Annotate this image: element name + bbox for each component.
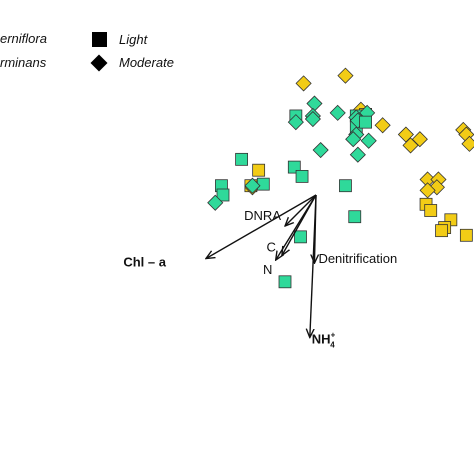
scatter-point: [459, 228, 473, 242]
scatter-point: [278, 275, 292, 289]
scatter-point: [306, 95, 323, 112]
scatter-point: [329, 104, 346, 121]
scatter-point: [294, 230, 307, 244]
scatter-point: [244, 177, 261, 194]
scatter-point: [235, 152, 249, 166]
scatter-point: [295, 169, 309, 183]
legend-square-icon: [92, 32, 107, 47]
vector-label: Chl – a: [123, 255, 166, 270]
vector-label: NH+ 4: [312, 331, 336, 350]
scatter-point: [419, 182, 436, 199]
vector-label-sup: +: [331, 331, 336, 340]
scatter-point: [252, 163, 266, 177]
scatter-point: [461, 135, 474, 152]
scatter-point: [312, 141, 329, 159]
vector-arrow: [310, 194, 317, 338]
vector-label: DNRA: [244, 208, 281, 223]
scatter-point: [359, 115, 373, 129]
legend-light-label-1: Moderate: [119, 55, 174, 70]
legend-light-label-0: Light: [119, 32, 149, 47]
scatter-point: [304, 110, 321, 128]
scatter-point: [287, 114, 304, 131]
vectors-layer: Chl – a DNRA CN Denitrification NH+ 4: [123, 194, 397, 350]
scatter-point: [360, 132, 377, 149]
legend-diamond-icon: [90, 54, 108, 72]
scatter-point: [349, 146, 366, 163]
scatter-point: [339, 179, 352, 193]
scatter-point: [435, 224, 448, 238]
vector-arrow: [285, 194, 317, 226]
scatter-point: [337, 67, 354, 84]
vector-label: Denitrification: [318, 251, 397, 266]
legend-species-label-1: rminans: [0, 55, 47, 70]
scatter-point: [207, 194, 224, 211]
scatter-point: [424, 204, 438, 217]
scatter-point: [345, 131, 362, 148]
legend: erniflora rminans Light Moderate: [0, 31, 174, 72]
scatter-point: [216, 188, 230, 202]
vector-arrow: [206, 194, 317, 259]
vector-label: N: [263, 262, 272, 277]
scatter-point: [295, 75, 312, 92]
vector-label: C: [267, 239, 276, 254]
vector-label-sub: 4: [330, 341, 335, 350]
points-layer: [207, 67, 474, 289]
vector-arrow: [276, 194, 317, 260]
scatter-point: [256, 177, 270, 191]
scatter-point: [402, 137, 419, 154]
scatter-point: [348, 210, 362, 224]
legend-species-label-0: erniflora: [0, 31, 47, 46]
scatter-point: [374, 117, 391, 134]
